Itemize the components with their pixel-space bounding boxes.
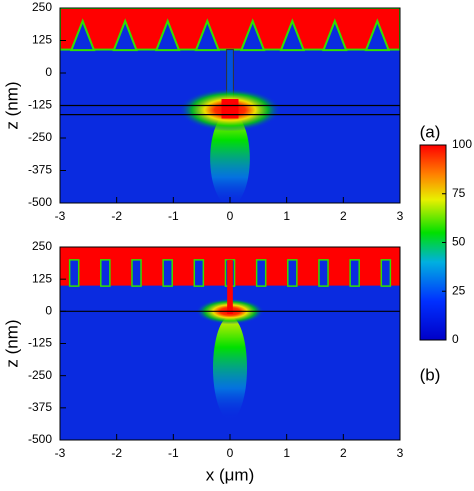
groove [279, 18, 306, 52]
colorbar-tick-label: 100 [452, 137, 472, 151]
groove [349, 259, 360, 287]
groove [112, 18, 138, 52]
y-tick-label: -500 [28, 432, 52, 446]
colorbar-tick-label: 25 [452, 283, 466, 297]
y-tick-label: 125 [32, 271, 52, 285]
x-tick-label: 1 [283, 209, 290, 223]
x-tick-label: -3 [55, 209, 66, 223]
x-tick-label: -2 [111, 446, 122, 460]
panel-label: (a) [420, 122, 441, 141]
y-tick-label: -250 [28, 130, 52, 144]
groove [364, 18, 391, 52]
y-axis-label: z (nm) [2, 319, 21, 367]
x-tick-label: 1 [283, 446, 290, 460]
y-axis-label: z (nm) [2, 81, 21, 129]
y-tick-label: -375 [28, 163, 52, 177]
x-axis-label: x (μm) [206, 465, 255, 484]
groove [380, 259, 392, 287]
field-map [60, 8, 400, 203]
x-tick-label: -1 [168, 446, 179, 460]
groove [322, 18, 348, 52]
groove [287, 259, 298, 287]
y-tick-label: -125 [28, 98, 52, 112]
colorbar-tick-label: 0 [452, 332, 459, 346]
x-tick-label: -3 [55, 446, 66, 460]
colorbar-tick-label: 75 [452, 186, 466, 200]
groove [318, 259, 329, 287]
x-tick-label: -1 [168, 209, 179, 223]
colorbar-tick-label: 50 [452, 235, 466, 249]
x-tick-label: 2 [340, 209, 347, 223]
x-tick-label: 2 [340, 446, 347, 460]
x-tick-label: 3 [397, 209, 404, 223]
core [221, 99, 239, 119]
field-map [60, 247, 400, 440]
y-tick-label: -375 [28, 400, 52, 414]
groove [194, 18, 221, 52]
y-tick-label: 0 [45, 65, 52, 79]
groove [68, 259, 80, 287]
y-tick-label: 125 [32, 33, 52, 47]
metal-layer [60, 8, 400, 51]
y-tick-label: 250 [32, 239, 52, 253]
y-tick-label: -250 [28, 368, 52, 382]
groove [162, 259, 173, 287]
x-tick-label: 0 [227, 446, 234, 460]
y-tick-label: -125 [28, 336, 52, 350]
core [227, 259, 233, 314]
x-tick-label: -2 [111, 209, 122, 223]
y-tick-label: 250 [32, 0, 52, 14]
y-tick-label: 0 [45, 304, 52, 318]
streak [210, 112, 250, 203]
groove [131, 259, 142, 287]
groove [154, 18, 181, 52]
groove [69, 18, 96, 52]
streak [213, 316, 247, 420]
groove [255, 259, 267, 287]
x-tick-label: 3 [397, 446, 404, 460]
panel-label: (b) [420, 365, 441, 384]
groove [193, 259, 205, 287]
groove [239, 18, 266, 52]
groove [100, 259, 111, 287]
x-tick-label: 0 [227, 209, 234, 223]
y-tick-label: -500 [28, 195, 52, 209]
